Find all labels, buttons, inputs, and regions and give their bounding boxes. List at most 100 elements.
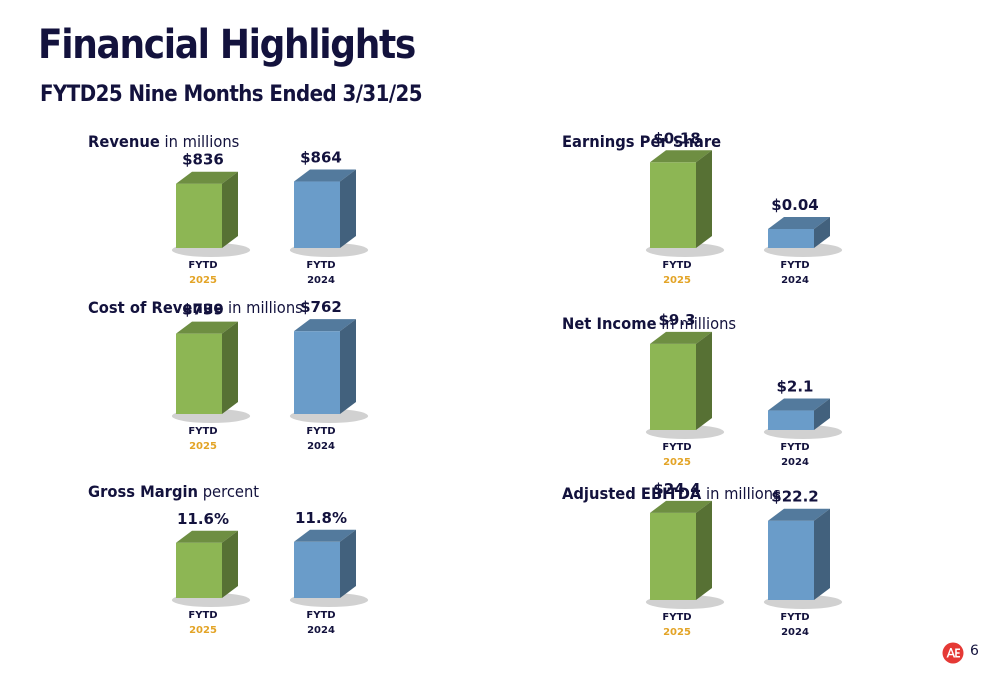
adjusted-ebitda-value-label-1: $22.2 bbox=[771, 488, 818, 506]
net-income-value-label-1: $2.1 bbox=[776, 378, 813, 396]
eps-bar-top-0 bbox=[650, 150, 712, 163]
revenue-tick-label-1: FYTD bbox=[306, 260, 335, 271]
eps-bar-top-1 bbox=[768, 216, 830, 229]
revenue-chart-panel: Revenue in millions $836 FYTD 2025 $864 FYTD… bbox=[88, 132, 418, 292]
gross-margin-tick-year-0: 2025 bbox=[189, 625, 217, 636]
net-income-title-suffix: in millions bbox=[661, 314, 737, 333]
adjusted-ebitda-chart-title: Adjusted EBITDA in millions bbox=[562, 484, 781, 503]
adjusted-ebitda-tick-label-0: FYTD bbox=[662, 612, 691, 623]
gross-margin-bar-1 bbox=[294, 529, 356, 598]
eps-value-label-0: $0.18 bbox=[653, 129, 700, 147]
revenue-bar-side-1 bbox=[340, 169, 356, 248]
cost-of-revenue-bar-1 bbox=[294, 319, 356, 414]
gross-margin-tick-year-1: 2024 bbox=[307, 625, 335, 636]
adjusted-ebitda-bar-top-1 bbox=[768, 508, 830, 521]
revenue-chart: $836 FYTD 2025 $864 FYTD 2024 bbox=[171, 149, 369, 286]
gross-margin-bar-front-0 bbox=[176, 542, 222, 598]
cost-of-revenue-value-label-0: $739 bbox=[182, 301, 224, 319]
eps-tick-label-0: FYTD bbox=[662, 260, 691, 271]
adjusted-ebitda-bar-front-1 bbox=[768, 520, 814, 600]
net-income-chart: $9.3 FYTD 2025 $2.1 FYTD 2024 bbox=[645, 311, 843, 468]
adjusted-ebitda-bar-0 bbox=[650, 500, 712, 600]
revenue-value-label-1: $864 bbox=[300, 149, 342, 167]
gross-margin-tick-label-0: FYTD bbox=[188, 610, 217, 621]
net-income-chart-panel: Net Income in millions $9.3 FYTD 2025 $2.1 F… bbox=[562, 311, 892, 474]
cost-of-revenue-chart-panel: Cost of Revenue in millions $739 FYTD 2025… bbox=[88, 298, 418, 458]
eps-bar-side-1 bbox=[814, 216, 830, 248]
eps-value-label-1: $0.04 bbox=[771, 196, 818, 214]
adjusted-ebitda-bar-top-0 bbox=[650, 500, 712, 513]
revenue-value-label-0: $836 bbox=[182, 151, 224, 169]
adjusted-ebitda-tick-label-1: FYTD bbox=[780, 612, 809, 623]
cost-of-revenue-bar-front-1 bbox=[294, 331, 340, 414]
adjusted-ebitda-value-label-0: $24.4 bbox=[653, 480, 700, 498]
eps-tick-year-0: 2025 bbox=[663, 275, 691, 286]
adjusted-ebitda-chart-panel: Adjusted EBITDA in millions $24.4 FYTD 202… bbox=[562, 480, 892, 644]
revenue-bar-top-1 bbox=[294, 169, 356, 182]
gross-margin-bar-top-1 bbox=[294, 529, 356, 542]
revenue-chart-title: Revenue in millions bbox=[88, 132, 239, 151]
adjusted-ebitda-tick-year-0: 2025 bbox=[663, 627, 691, 638]
eps-tick-label-1: FYTD bbox=[780, 260, 809, 271]
gross-margin-chart: 11.6% FYTD 2025 11.8% FYTD 2024 bbox=[171, 509, 369, 636]
cost-of-revenue-tick-year-1: 2024 bbox=[307, 441, 335, 452]
gross-margin-chart-title: Gross Margin percent bbox=[88, 482, 259, 501]
net-income-title-strong: Net Income bbox=[562, 314, 657, 333]
cost-of-revenue-bar-side-1 bbox=[340, 319, 356, 414]
revenue-title-strong: Revenue bbox=[88, 132, 160, 151]
revenue-tick-year-1: 2024 bbox=[307, 275, 335, 286]
gross-margin-bar-side-0 bbox=[222, 530, 238, 598]
net-income-tick-label-0: FYTD bbox=[662, 442, 691, 453]
gross-margin-bar-side-1 bbox=[340, 529, 356, 598]
gross-margin-chart-panel: Gross Margin percent 11.6% FYTD 2025 11.8% F… bbox=[88, 482, 418, 642]
revenue-tick-year-0: 2025 bbox=[189, 275, 217, 286]
cost-of-revenue-chart: $739 FYTD 2025 $762 FYTD 2024 bbox=[171, 298, 369, 452]
revenue-bar-top-0 bbox=[176, 171, 238, 184]
revenue-bar-1 bbox=[294, 169, 356, 248]
adjusted-ebitda-bar-front-0 bbox=[650, 512, 696, 600]
revenue-bar-front-1 bbox=[294, 181, 340, 248]
gross-margin-bar-front-1 bbox=[294, 541, 340, 598]
net-income-value-label-0: $9.3 bbox=[658, 311, 695, 329]
net-income-bar-1 bbox=[768, 398, 830, 430]
gross-margin-tick-label-1: FYTD bbox=[306, 610, 335, 621]
adjusted-ebitda-tick-year-1: 2024 bbox=[781, 627, 809, 638]
eps-bar-0 bbox=[650, 150, 712, 248]
revenue-tick-label-0: FYTD bbox=[188, 260, 217, 271]
eps-bar-side-0 bbox=[696, 150, 712, 248]
net-income-chart-title: Net Income in millions bbox=[562, 314, 736, 333]
net-income-tick-year-1: 2024 bbox=[781, 457, 809, 468]
page-number: 6 bbox=[970, 643, 979, 659]
revenue-bar-side-0 bbox=[222, 171, 238, 248]
eps-chart-panel: Earnings Per Share $0.18 FYTD 2025 $0.04 FYT… bbox=[562, 129, 892, 292]
net-income-bar-side-0 bbox=[696, 331, 712, 430]
page-subtitle: FYTD25 Nine Months Ended 3/31/25 bbox=[40, 82, 423, 107]
eps-tick-year-1: 2024 bbox=[781, 275, 809, 286]
net-income-bar-top-1 bbox=[768, 398, 830, 411]
adjusted-ebitda-bar-1 bbox=[768, 508, 830, 600]
net-income-tick-year-0: 2025 bbox=[663, 457, 691, 468]
cost-of-revenue-value-label-1: $762 bbox=[300, 298, 342, 316]
net-income-bar-top-0 bbox=[650, 331, 712, 344]
cost-of-revenue-tick-label-0: FYTD bbox=[188, 426, 217, 437]
adjusted-ebitda-chart: $24.4 FYTD 2025 $22.2 FYTD 2024 bbox=[645, 480, 843, 638]
net-income-bar-side-1 bbox=[814, 398, 830, 430]
eps-bar-1 bbox=[768, 216, 830, 248]
adjusted-ebitda-title-suffix: in millions bbox=[705, 484, 781, 503]
net-income-bar-0 bbox=[650, 331, 712, 430]
ae-logo-icon bbox=[942, 642, 964, 664]
cost-of-revenue-chart-title: Cost of Revenue in millions bbox=[88, 298, 303, 317]
eps-bar-front-0 bbox=[650, 162, 696, 248]
gross-margin-bar-0 bbox=[176, 530, 238, 598]
cost-of-revenue-title-suffix: in millions bbox=[228, 298, 303, 317]
gross-margin-title-strong: Gross Margin bbox=[88, 482, 199, 501]
gross-margin-value-label-0: 11.6% bbox=[177, 510, 229, 528]
revenue-bar-front-0 bbox=[176, 183, 222, 248]
gross-margin-value-label-1: 11.8% bbox=[295, 509, 347, 527]
cost-of-revenue-tick-label-1: FYTD bbox=[306, 426, 335, 437]
revenue-title-suffix: in millions bbox=[164, 132, 240, 151]
net-income-bar-front-1 bbox=[768, 410, 814, 430]
cost-of-revenue-bar-front-0 bbox=[176, 333, 222, 414]
gross-margin-title-suffix: percent bbox=[202, 482, 260, 501]
cost-of-revenue-title-strong: Cost of Revenue bbox=[88, 298, 224, 317]
